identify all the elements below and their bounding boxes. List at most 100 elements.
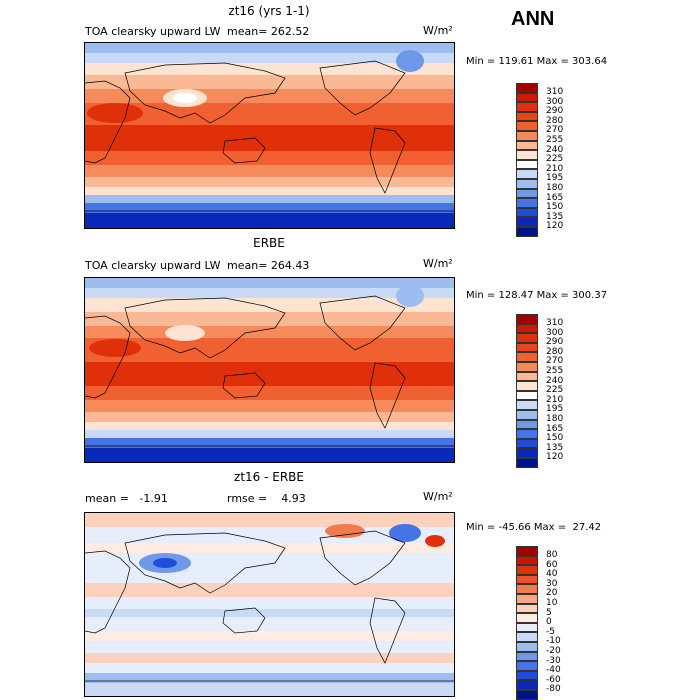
band-south-4 <box>85 195 454 203</box>
panel-2-colorbar-labels: 310 300 290 280 270 255 240 225 210 195 180 165 150 1… <box>546 318 564 463</box>
colorbar-tick-label: 210 <box>546 163 564 174</box>
colorbar-tick-label: 240 <box>546 144 564 155</box>
colorbar-tick-label: 120 <box>546 221 564 232</box>
sahara-hot <box>89 339 141 357</box>
colorbar-tick-label: -30 <box>546 655 561 666</box>
coast-africa <box>85 80 131 164</box>
band-arctic <box>85 278 454 288</box>
colorbar-swatch <box>516 333 538 343</box>
coast-australia <box>222 137 266 164</box>
colorbar-tick-label: 135 <box>546 211 564 222</box>
colorbar-tick-label: 195 <box>546 173 564 184</box>
panel-2-title: ERBE <box>253 236 285 250</box>
coast-eurasia <box>124 297 286 359</box>
colorbar-tick-label: 180 <box>546 413 564 424</box>
siberia-core <box>153 558 177 568</box>
colorbar-tick-label: 300 <box>546 327 564 338</box>
colorbar-swatch <box>516 217 538 227</box>
colorbar-swatch <box>516 178 538 189</box>
colorbar-tick-label: 210 <box>546 394 564 405</box>
coastlines <box>85 295 454 447</box>
colorbar-tick-label: 310 <box>546 87 564 97</box>
colorbar-tick-label: 225 <box>546 385 564 396</box>
colorbar-swatch <box>516 419 538 430</box>
colorbar-swatch <box>516 603 538 614</box>
panel-3-colorbar-labels: 80 60 40 30 20 10 5 0 -5 -10 -20 -30 -40 -60 -80 <box>546 550 561 695</box>
colorbar-tick-label: 270 <box>546 356 564 367</box>
coast-eurasia <box>124 62 286 124</box>
colorbar-tick-label: 0 <box>546 617 552 628</box>
coast-eurasia <box>124 532 286 594</box>
greenland-patch <box>396 285 424 307</box>
panel-3-colorbar-swatches <box>516 546 538 700</box>
coast-africa <box>85 315 131 399</box>
panel-3-title: zt16 - ERBE <box>234 470 304 484</box>
colorbar-swatch <box>516 198 538 208</box>
panel-3-map-svg <box>85 513 454 696</box>
colorbar-tick-label: 135 <box>546 442 564 453</box>
colorbar-swatch <box>516 111 538 122</box>
colorbar-swatch <box>516 680 538 690</box>
band-arctic <box>85 513 454 527</box>
panel-1-colorbar <box>516 83 538 237</box>
band-antarctic <box>85 448 454 462</box>
colorbar-tick-label: -5 <box>546 626 555 637</box>
band-south-2 <box>85 177 454 187</box>
colorbar-tick-label: -60 <box>546 674 561 685</box>
colorbar-tick-label: 255 <box>546 365 564 376</box>
colorbar-swatch <box>516 207 538 218</box>
colorbar-swatch <box>516 670 538 681</box>
panel-2-mean: mean= 264.43 <box>227 259 310 272</box>
band-south-3 <box>85 422 454 430</box>
colorbar-tick-label: 180 <box>546 182 564 193</box>
colorbar-swatch <box>516 429 538 439</box>
band-south-5 <box>85 438 454 448</box>
colorbar-swatch <box>516 323 538 334</box>
band-north-1 <box>85 543 454 553</box>
coastlines <box>85 530 454 682</box>
colorbar-swatch <box>516 140 538 151</box>
colorbar-swatch <box>516 651 538 662</box>
colorbar-tick-label: 80 <box>546 550 558 560</box>
coast-north-america <box>319 295 406 351</box>
panel-2-minmax: Min = 128.47 Max = 300.37 <box>466 290 608 301</box>
colorbar-swatch <box>516 584 538 594</box>
band-subtropics <box>85 583 454 597</box>
band-tropics <box>85 362 454 386</box>
band-tropics <box>85 125 454 151</box>
colorbar-tick-label: 310 <box>546 318 564 328</box>
colorbar-swatch <box>516 574 538 585</box>
panel-1-colorbar-labels: 310 300 290 280 270 255 240 225 210 195 180 165 150 1… <box>546 87 564 232</box>
colorbar-tick-label: 150 <box>546 433 564 444</box>
colorbar-swatch <box>516 593 538 604</box>
colorbar-swatch <box>516 361 538 372</box>
band-north-4 <box>85 326 454 338</box>
colorbar-swatch <box>516 188 538 199</box>
alaska-positive <box>325 524 365 538</box>
colorbar-swatch <box>516 457 538 468</box>
colorbar-swatch <box>516 83 538 93</box>
tibet-patch <box>165 325 205 341</box>
panel-2-colorbar <box>516 314 538 468</box>
colorbar-tick-label: 255 <box>546 134 564 145</box>
colorbar-tick-label: 120 <box>546 452 564 463</box>
colorbar-swatch <box>516 371 538 382</box>
panel-1-title: zt16 (yrs 1-1) <box>228 4 310 18</box>
band-north-2 <box>85 63 454 75</box>
coast-north-america <box>319 530 406 586</box>
panel-2-map-svg <box>85 278 454 462</box>
panel-3-units: W/m² <box>423 490 453 503</box>
colorbar-swatch <box>516 641 538 652</box>
panel-1-variable-label: TOA clearsky upward LW <box>85 25 221 38</box>
colorbar-swatch <box>516 150 538 160</box>
colorbar-tick-label: 30 <box>546 578 558 589</box>
panel-2-map <box>84 277 455 463</box>
colorbar-swatch <box>516 121 538 131</box>
colorbar-tick-label: 40 <box>546 569 558 580</box>
panel-3-mean: mean = -1.91 <box>85 492 168 505</box>
panel-1-map-svg <box>85 43 454 228</box>
sahara-hot <box>87 103 143 123</box>
panel-3-map <box>84 512 455 697</box>
band-south-1 <box>85 400 454 412</box>
colorbar-tick-label: 280 <box>546 346 564 357</box>
